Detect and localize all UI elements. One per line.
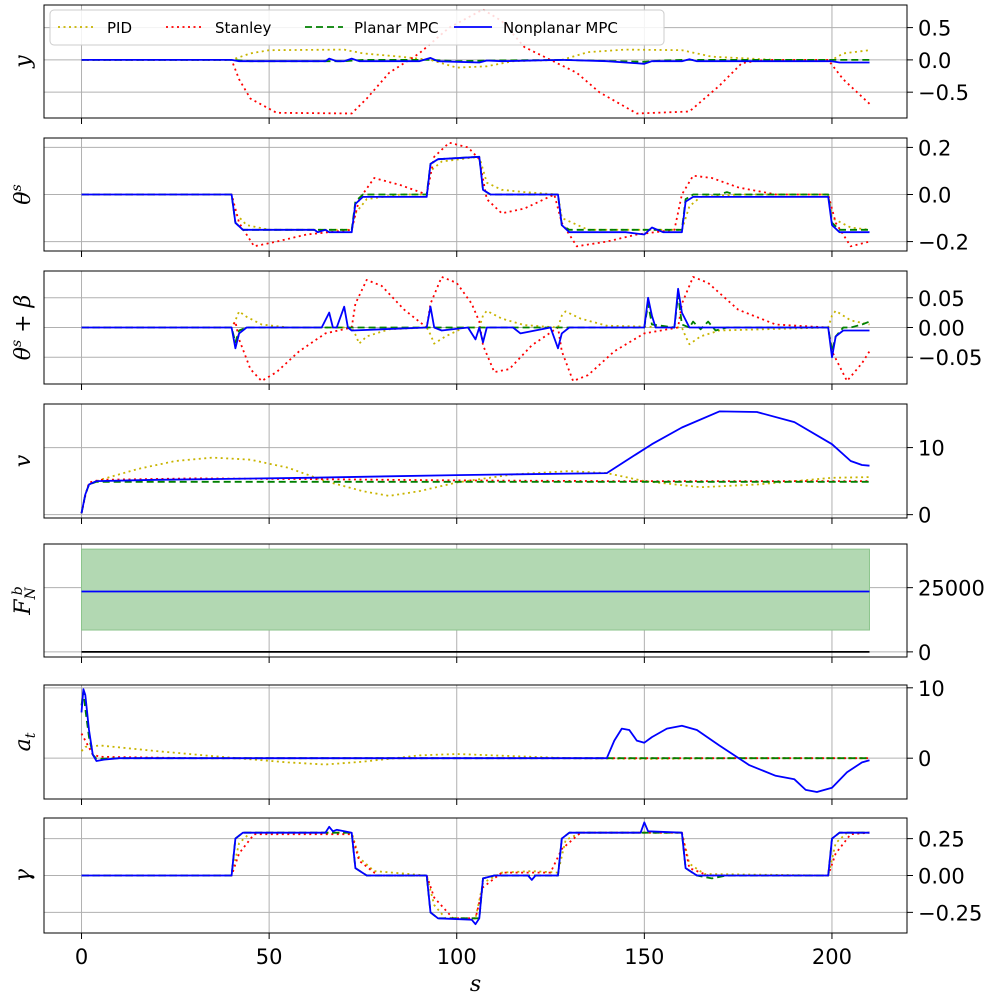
panel-gamma: 0.25 0.00 −0.25 γ — [11, 817, 982, 939]
series-nonplanar-mpc — [81, 821, 870, 926]
y-tick-label: 10 — [918, 437, 945, 461]
y-tick-label: −0.05 — [918, 346, 982, 370]
series-nonplanar-mpc — [81, 155, 870, 236]
series-planar-mpc — [81, 293, 870, 353]
legend: PID Stanley Planar MPC Nonplanar MPC — [49, 9, 665, 46]
y-tick-label: −0.5 — [918, 81, 969, 105]
panel-theta_s: 0.2 0.0 −0.2 θs — [9, 136, 969, 257]
plot-area — [81, 548, 870, 653]
series-nonplanar-mpc — [81, 57, 870, 65]
y-tick-label: −0.2 — [918, 231, 969, 255]
y-axis-label: θs + β — [9, 295, 36, 361]
panels: 0.5 0.0 −0.5 y 0.2 0.0 −0.2 θs 0.05 0.00 −0.05 θs +… — [9, 4, 985, 939]
axes-frame — [43, 403, 908, 519]
y-tick-label: 0.05 — [918, 287, 965, 311]
legend-entry: Nonplanar MPC — [503, 19, 618, 37]
series-planar-mpc — [80, 480, 870, 514]
legend-entry: Stanley — [215, 19, 271, 37]
x-tick-label: 150 — [624, 945, 664, 969]
y-tick-label: 0.2 — [918, 136, 951, 160]
series-stanley — [81, 141, 870, 248]
x-tick-label: 100 — [437, 945, 477, 969]
x-tick-label: 200 — [812, 945, 852, 969]
x-axis-ticks: 0 50 100 150 200 — [75, 945, 852, 969]
plot-area — [81, 141, 870, 248]
plot-area — [81, 821, 870, 926]
legend-box — [49, 9, 665, 46]
x-tick-label: 50 — [256, 945, 283, 969]
y-axis-label: v — [11, 454, 36, 467]
series-planar-mpc — [81, 155, 870, 231]
y-axis-label: FNb — [10, 586, 39, 616]
series-nonplanar-mpc — [80, 688, 870, 793]
legend-entry: Planar MPC — [354, 19, 439, 37]
y-tick-label: 0 — [918, 747, 931, 771]
x-tick-label: 0 — [75, 945, 88, 969]
y-tick-label: 0 — [918, 504, 931, 528]
y-tick-label: 0.00 — [918, 317, 965, 341]
series-stanley — [80, 477, 870, 514]
y-tick-label: −0.25 — [918, 901, 982, 925]
plot-area — [80, 688, 870, 793]
y-axis-label: γ — [11, 868, 36, 882]
y-axis-label: θs — [9, 184, 36, 204]
series-pid — [81, 155, 870, 231]
series-nonplanar-mpc — [80, 410, 870, 514]
panel-theta_s_beta: 0.05 0.00 −0.05 θs + β — [9, 270, 982, 390]
axes-frame — [43, 684, 908, 800]
feasible-band — [81, 548, 870, 631]
y-tick-label: 0.0 — [918, 49, 951, 73]
x-axis-label: s — [470, 972, 481, 997]
series-pid — [80, 744, 870, 766]
series-nonplanar-mpc — [81, 287, 870, 359]
series-planar-mpc — [81, 59, 870, 63]
plot-area — [80, 410, 870, 514]
series-pid — [81, 831, 870, 920]
y-axis-label: at — [11, 732, 39, 751]
y-axis-label: y — [11, 55, 36, 69]
y-tick-label: 0 — [918, 641, 931, 665]
legend-entry: PID — [107, 19, 132, 37]
y-tick-label: 0.0 — [918, 184, 951, 208]
series-pid — [80, 456, 870, 514]
y-tick-label: 25000 — [918, 577, 985, 601]
y-tick-label: 10 — [918, 677, 945, 701]
panel-a_t: 10 0 at — [11, 677, 945, 805]
y-tick-label: 0.5 — [918, 17, 951, 41]
series-planar-mpc — [80, 690, 870, 760]
axes-frame — [43, 4, 908, 119]
plot-area — [81, 276, 871, 382]
panel-v: 10 0 v — [11, 403, 945, 528]
panel-F_N_b: 25000 0 FNb — [10, 543, 985, 665]
y-tick-label: 0.00 — [918, 865, 965, 889]
series-pid — [81, 48, 870, 69]
axes-frame — [43, 543, 908, 658]
y-tick-label: 0.25 — [918, 828, 965, 852]
